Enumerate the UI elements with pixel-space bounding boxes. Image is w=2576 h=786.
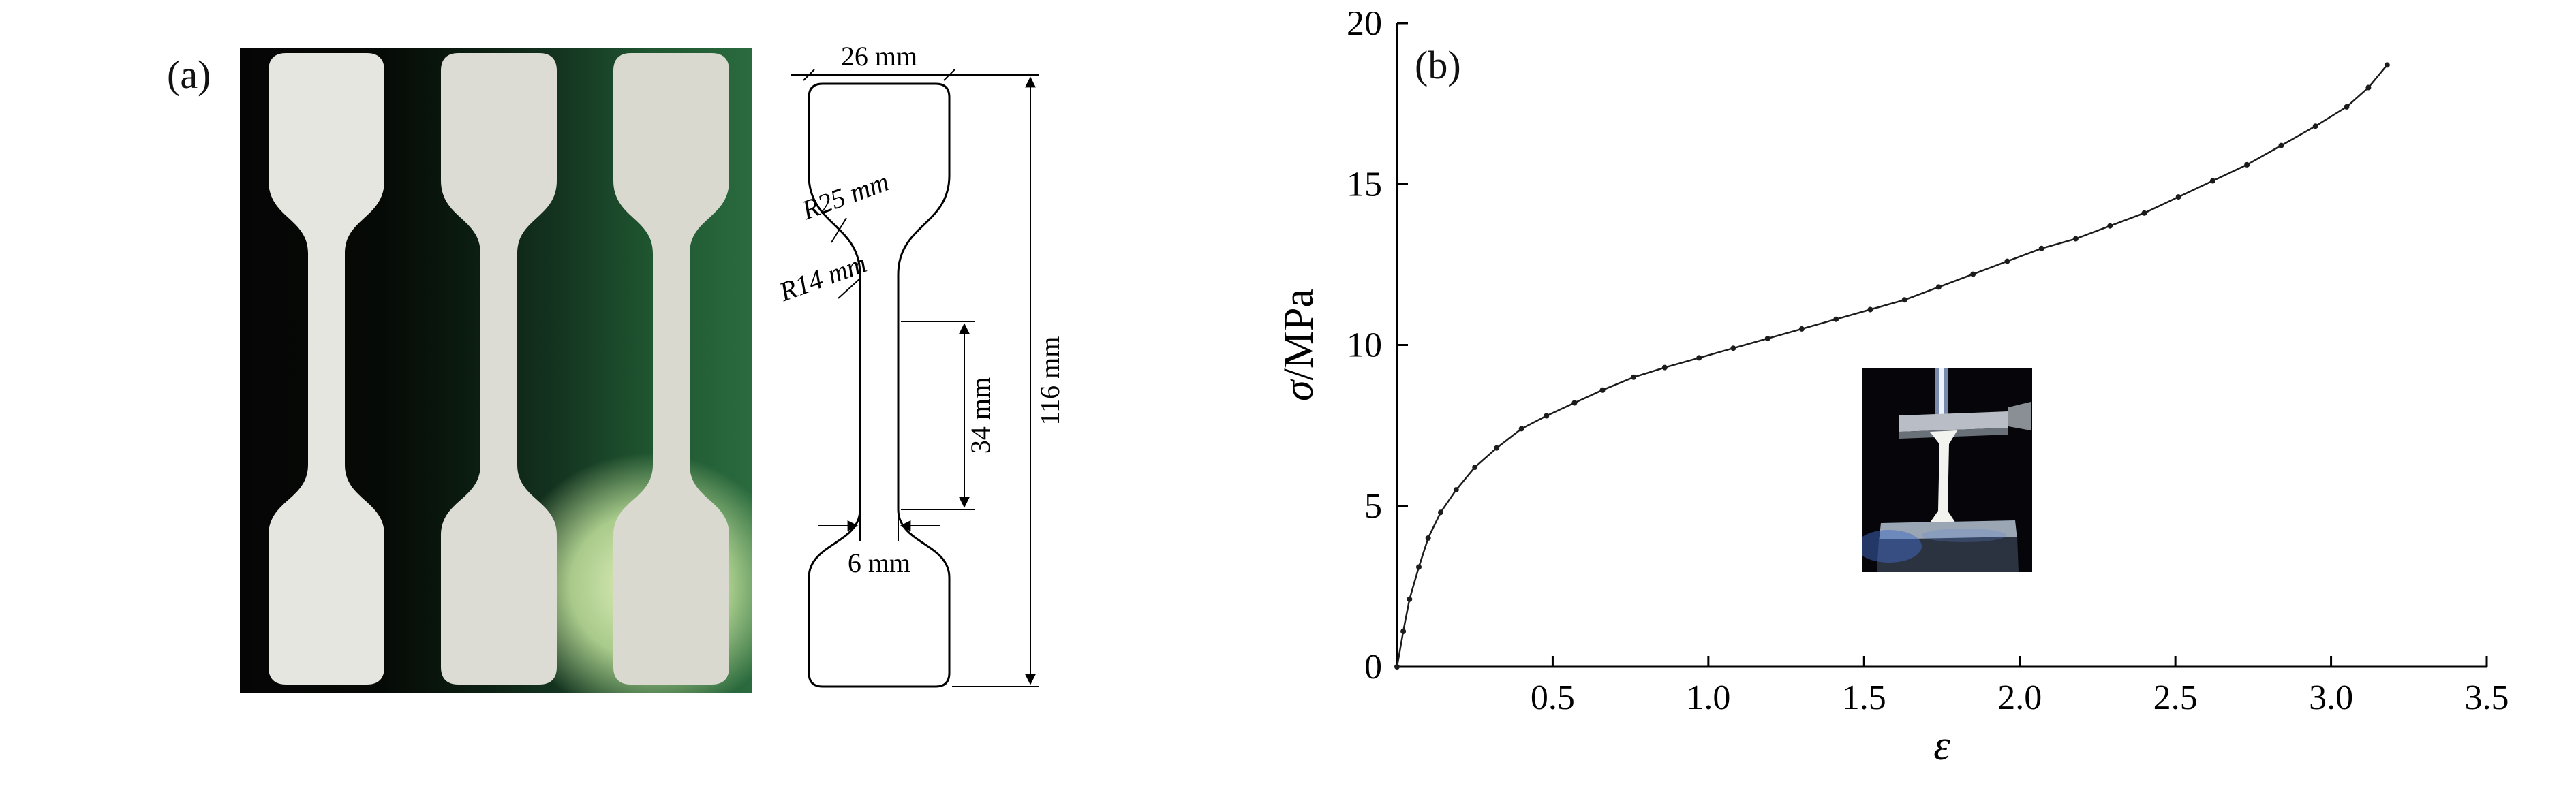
inset-upper-grip bbox=[1899, 411, 2008, 432]
data-point-marker bbox=[1696, 355, 1702, 361]
data-point-marker bbox=[1867, 306, 1873, 313]
inset-clamp bbox=[2008, 402, 2031, 430]
data-point-marker bbox=[2365, 84, 2372, 91]
y-tick-label: 15 bbox=[1347, 165, 1382, 204]
panel-b-label: (b) bbox=[1415, 43, 1461, 87]
stress-strain-line bbox=[1396, 64, 2388, 667]
data-point-marker bbox=[2175, 194, 2181, 200]
x-tick-label: 1.0 bbox=[1686, 678, 1730, 717]
x-tick-label: 1.5 bbox=[1842, 678, 1886, 717]
data-point-marker bbox=[1438, 509, 1443, 516]
x-tick-label: 2.0 bbox=[1997, 678, 2042, 717]
inset-blue-reflection bbox=[1922, 529, 2006, 542]
y-tick-label: 20 bbox=[1347, 12, 1382, 43]
data-point-marker bbox=[1571, 400, 1578, 406]
specimen-photo-svg bbox=[240, 48, 752, 693]
data-point-marker bbox=[2210, 178, 2215, 184]
x-tick-label: 3.5 bbox=[2465, 678, 2509, 717]
data-point-marker bbox=[1764, 336, 1770, 342]
dim-total-length-label: 116 mm bbox=[1034, 336, 1065, 426]
x-axis-label: ε bbox=[1933, 723, 1950, 769]
data-point-marker bbox=[1472, 465, 1478, 470]
data-point-marker bbox=[1661, 364, 1668, 371]
panel-a-label: (a) bbox=[167, 52, 211, 97]
dim-outer-fillet-leader bbox=[831, 217, 847, 243]
data-point-marker bbox=[1631, 374, 1637, 380]
y-tick-label: 10 bbox=[1347, 326, 1382, 365]
dim-gauge-length-label: 34 mm bbox=[965, 377, 996, 454]
data-point-marker bbox=[1416, 564, 1422, 570]
data-point-marker bbox=[2141, 210, 2147, 216]
data-point-marker bbox=[1407, 596, 1413, 602]
data-point-marker bbox=[1425, 535, 1431, 541]
dim-tick-left bbox=[803, 69, 815, 81]
y-tick-label: 5 bbox=[1364, 487, 1382, 526]
data-point-marker bbox=[1935, 284, 1942, 290]
dim-gauge-width-label: 6 mm bbox=[848, 548, 910, 578]
x-tick-label: 0.5 bbox=[1531, 678, 1575, 717]
x-tick-label: 2.5 bbox=[2153, 678, 2198, 717]
x-tick-label: 3.0 bbox=[2309, 678, 2353, 717]
stress-strain-chart: 0.5 1.0 1.5 2.0 2.5 3.0 3.5 0 5 10 15 20 ε σ/MPa bbox=[1281, 12, 2509, 769]
data-point-marker bbox=[2384, 62, 2390, 68]
dim-top-width-label: 26 mm bbox=[841, 41, 917, 72]
dim-tick-right bbox=[943, 69, 955, 81]
specimen-drawing: 26 mm R25 mm R14 mm 34 mm 116 mm bbox=[770, 40, 1084, 727]
data-point-marker bbox=[1453, 487, 1459, 493]
data-point-marker bbox=[2107, 223, 2113, 229]
dogbone-outline bbox=[808, 82, 951, 688]
data-point-marker bbox=[1494, 445, 1500, 451]
data-point-marker bbox=[2038, 245, 2044, 251]
data-point-marker bbox=[1544, 413, 1550, 419]
data-point-marker bbox=[1833, 316, 1839, 322]
tensile-test-inset bbox=[1862, 368, 2032, 572]
y-tick-label: 0 bbox=[1364, 648, 1382, 687]
data-point-marker bbox=[2072, 236, 2079, 242]
data-point-marker bbox=[1798, 326, 1805, 332]
data-point-marker bbox=[1730, 345, 1736, 351]
data-point-marker bbox=[1901, 297, 1907, 303]
data-point-marker bbox=[2004, 258, 2010, 264]
data-point-marker bbox=[2312, 123, 2318, 129]
inset-light-core bbox=[1939, 368, 1944, 422]
y-axis-label: σ/MPa bbox=[1281, 289, 1322, 401]
data-point-marker bbox=[1394, 664, 1400, 670]
dim-inner-fillet-label: R14 mm bbox=[775, 248, 871, 308]
data-point-marker bbox=[1400, 629, 1407, 634]
data-point-marker bbox=[1970, 271, 1976, 277]
data-point-marker bbox=[2344, 104, 2350, 110]
dim-inner-fillet-leader bbox=[838, 277, 861, 299]
specimen-photo bbox=[240, 48, 752, 693]
data-point-marker bbox=[1599, 387, 1606, 393]
inset-specimen bbox=[1929, 430, 1957, 524]
inset-blue-glow bbox=[1862, 530, 1922, 563]
data-point-marker bbox=[1518, 426, 1524, 432]
specimen-drawing-svg: 26 mm R25 mm R14 mm 34 mm 116 mm bbox=[775, 41, 1065, 688]
data-point-marker bbox=[2244, 161, 2250, 168]
tensile-test-inset-svg bbox=[1862, 368, 2032, 572]
data-point-marker bbox=[2278, 142, 2284, 148]
